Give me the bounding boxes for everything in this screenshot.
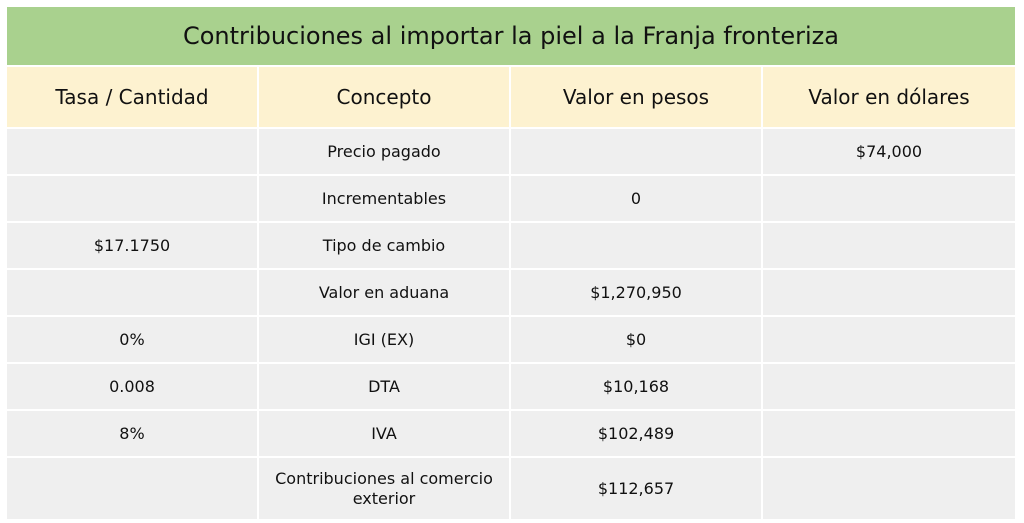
cell-pesos: $10,168 bbox=[511, 364, 763, 411]
cell-pesos: $0 bbox=[511, 317, 763, 364]
cell-rate bbox=[7, 176, 259, 223]
header-concept: Concepto bbox=[259, 67, 511, 129]
cell-concept: Precio pagado bbox=[259, 129, 511, 176]
cell-rate: 8% bbox=[7, 411, 259, 458]
header-value-pesos: Valor en pesos bbox=[511, 67, 763, 129]
cell-rate: $17.1750 bbox=[7, 223, 259, 270]
cell-dollars bbox=[763, 270, 1015, 317]
cell-pesos: $1,270,950 bbox=[511, 270, 763, 317]
cell-dollars bbox=[763, 458, 1015, 521]
table-row: $17.1750 Tipo de cambio bbox=[7, 223, 1015, 270]
cell-rate bbox=[7, 270, 259, 317]
cell-concept: IGI (EX) bbox=[259, 317, 511, 364]
table-row: 0% IGI (EX) $0 bbox=[7, 317, 1015, 364]
cell-pesos: $112,657 bbox=[511, 458, 763, 521]
contributions-table: Tasa / Cantidad Concepto Valor en pesos … bbox=[7, 67, 1015, 521]
table-row: Contribuciones al comercio exterior $112… bbox=[7, 458, 1015, 521]
cell-dollars bbox=[763, 223, 1015, 270]
cell-concept: Incrementables bbox=[259, 176, 511, 223]
table-row: 0.008 DTA $10,168 bbox=[7, 364, 1015, 411]
cell-rate bbox=[7, 129, 259, 176]
header-row: Tasa / Cantidad Concepto Valor en pesos … bbox=[7, 67, 1015, 129]
cell-dollars bbox=[763, 176, 1015, 223]
contributions-table-container: Contribuciones al importar la piel a la … bbox=[7, 7, 1015, 521]
header-rate-quantity: Tasa / Cantidad bbox=[7, 67, 259, 129]
table-row: Incrementables 0 bbox=[7, 176, 1015, 223]
cell-concept: IVA bbox=[259, 411, 511, 458]
cell-rate: 0% bbox=[7, 317, 259, 364]
table-title: Contribuciones al importar la piel a la … bbox=[7, 7, 1015, 67]
header-value-dollars: Valor en dólares bbox=[763, 67, 1015, 129]
cell-concept: Tipo de cambio bbox=[259, 223, 511, 270]
cell-rate bbox=[7, 458, 259, 521]
cell-pesos bbox=[511, 129, 763, 176]
table-row: 8% IVA $102,489 bbox=[7, 411, 1015, 458]
cell-dollars bbox=[763, 317, 1015, 364]
cell-pesos bbox=[511, 223, 763, 270]
cell-concept: DTA bbox=[259, 364, 511, 411]
cell-dollars: $74,000 bbox=[763, 129, 1015, 176]
cell-concept: Valor en aduana bbox=[259, 270, 511, 317]
table-row: Valor en aduana $1,270,950 bbox=[7, 270, 1015, 317]
cell-rate: 0.008 bbox=[7, 364, 259, 411]
cell-pesos: 0 bbox=[511, 176, 763, 223]
cell-concept: Contribuciones al comercio exterior bbox=[259, 458, 511, 521]
cell-dollars bbox=[763, 411, 1015, 458]
cell-pesos: $102,489 bbox=[511, 411, 763, 458]
table-row: Precio pagado $74,000 bbox=[7, 129, 1015, 176]
cell-dollars bbox=[763, 364, 1015, 411]
